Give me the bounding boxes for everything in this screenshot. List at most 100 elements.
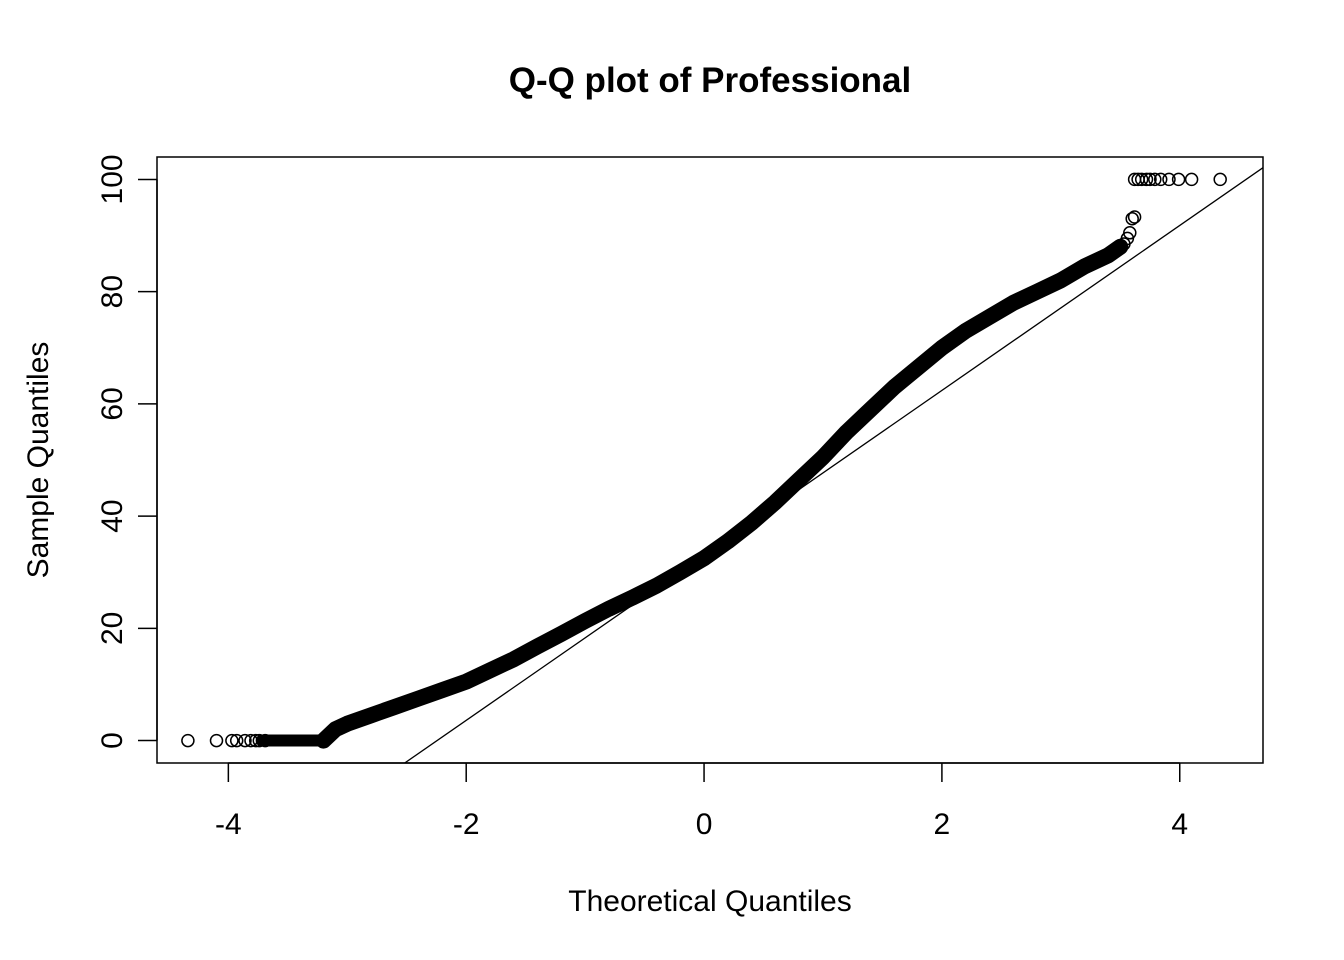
sample-point [1139, 172, 1154, 187]
sample-point [1073, 262, 1087, 276]
sample-point [316, 733, 331, 748]
sample-point [791, 474, 805, 488]
sample-point [662, 571, 677, 585]
sample-point [794, 470, 809, 485]
sample-point [248, 733, 263, 748]
sample-point [769, 494, 784, 508]
y-tick-label: 40 [96, 499, 129, 532]
sample-point [1058, 270, 1073, 285]
sample-point [680, 561, 695, 575]
sample-point [812, 453, 827, 468]
sample-point [827, 439, 841, 453]
sample-point [959, 324, 973, 338]
sample-point [705, 545, 720, 559]
plot-frame [156, 156, 1264, 764]
sample-point [991, 305, 1005, 319]
x-tick-label: 4 [1171, 808, 1188, 841]
sample-point [773, 490, 787, 505]
y-tick-label: 0 [96, 732, 129, 749]
sample-point [1127, 210, 1142, 224]
sample-point [880, 387, 894, 401]
sample-point [998, 301, 1012, 315]
sample-point [852, 414, 866, 428]
sample-point [955, 326, 969, 341]
x-tick-label: 2 [934, 808, 951, 841]
sample-point [934, 342, 948, 356]
sample-point [673, 565, 687, 579]
sample-point [252, 733, 267, 748]
y-tick-label: 60 [96, 387, 129, 420]
sample-point [181, 733, 195, 748]
sample-point [969, 317, 984, 332]
y-tick-label: 20 [96, 612, 129, 645]
sample-point [1101, 248, 1116, 262]
sample-point [687, 557, 702, 571]
sample-point [802, 464, 816, 478]
sample-point [980, 311, 994, 325]
sample-point [244, 733, 258, 748]
sample-point [1001, 299, 1016, 313]
sample-point [873, 393, 887, 408]
sample-point [702, 548, 716, 562]
sample-point [1213, 172, 1227, 187]
x-axis: -4 -2 0 2 4 [215, 762, 1188, 841]
sample-point [994, 303, 1009, 317]
sample-point [1153, 172, 1168, 187]
sample-point [784, 480, 798, 495]
sample-point [841, 424, 855, 438]
sample-point [823, 442, 837, 457]
sample-point [859, 407, 873, 421]
sample-point [951, 329, 966, 343]
sample-point [777, 487, 791, 501]
sample-point [862, 403, 877, 418]
x-tick-label: 0 [696, 808, 713, 841]
y-axis: 0 20 40 60 80 100 [96, 154, 158, 749]
chart-title: Q-Q plot of Professional [509, 61, 912, 100]
sample-point [652, 577, 666, 591]
sample-quantiles-curve [315, 238, 1129, 749]
y-tick-label: 100 [96, 154, 129, 204]
sample-point [855, 410, 869, 425]
sample-point [944, 334, 959, 348]
x-axis-label: Theoretical Quantiles [568, 885, 851, 918]
sample-point [844, 420, 859, 435]
sample-point [837, 427, 852, 442]
sample-point [876, 390, 891, 404]
sample-point [834, 431, 848, 445]
plot-area [181, 167, 1263, 763]
sample-point [962, 322, 976, 336]
sample-point [848, 417, 862, 431]
sample-point [1162, 172, 1176, 187]
sample-point [1184, 172, 1199, 187]
sample-point [698, 550, 712, 565]
sample-point [787, 477, 802, 491]
sample-point [1143, 172, 1157, 187]
sample-point [695, 552, 709, 567]
sample-point [709, 543, 723, 557]
sample-point [238, 733, 252, 748]
sample-point [666, 569, 680, 583]
sample-point [1055, 273, 1069, 287]
sample-point [229, 733, 244, 748]
sample-point [1069, 264, 1083, 278]
sample-point [209, 733, 224, 748]
y-axis-label: Sample Quantiles [22, 342, 55, 579]
sample-point [1171, 172, 1186, 187]
x-tick-label: -4 [215, 808, 242, 841]
sample-point [976, 313, 991, 328]
sample-point [809, 457, 823, 471]
sample-point [966, 320, 980, 334]
sample-point [258, 733, 272, 748]
sample-point [677, 563, 691, 577]
sample-point [948, 331, 962, 346]
sample-point [984, 309, 998, 323]
sample-point [866, 400, 880, 414]
sample-point [327, 723, 341, 738]
sample-point [987, 307, 1001, 321]
sample-point [869, 397, 884, 411]
sample-point [937, 339, 951, 353]
sample-point [1125, 211, 1139, 226]
sample-point [766, 497, 780, 511]
sample-point [816, 450, 830, 464]
